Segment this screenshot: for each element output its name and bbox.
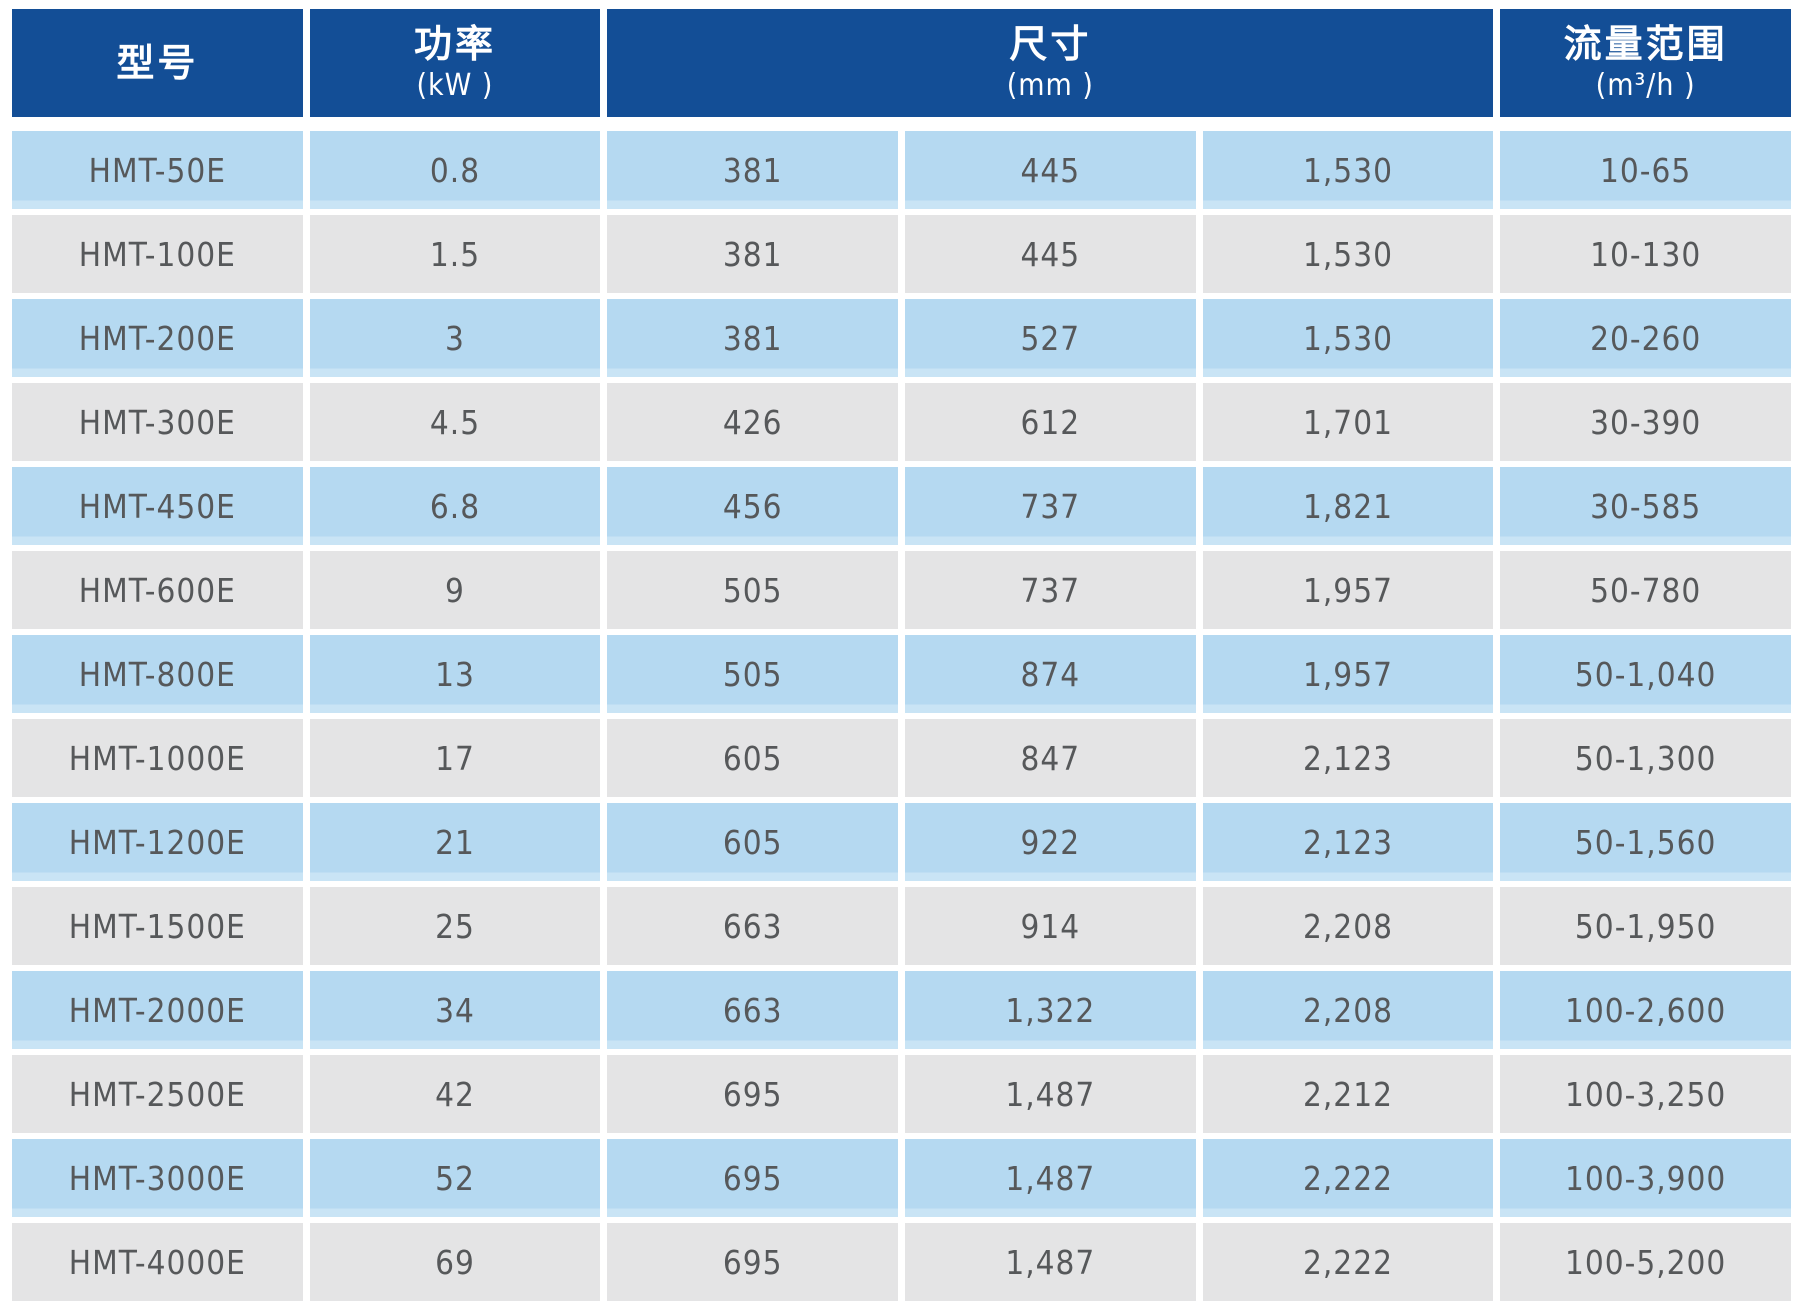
power-cell: 69 [309,1223,601,1301]
dim-width-cell: 695 [607,1055,898,1133]
power-cell: 42 [309,1055,601,1133]
model-cell: HMT-4000E [12,1223,303,1301]
dim-width-cell: 605 [607,719,898,797]
model-cell: HMT-600E [12,551,303,629]
header-flow-range-label: 流量范围 [1563,22,1728,67]
power-cell: 17 [309,719,601,797]
dim-height-cell: 1,530 [1202,299,1494,377]
power-cell: 6.8 [309,467,601,545]
dim-height-cell: 1,957 [1202,635,1494,713]
dim-depth-cell: 1,487 [904,1055,1196,1133]
dim-depth-cell: 922 [904,803,1196,881]
power-cell: 4.5 [309,383,601,461]
flow-range-cell: 20-260 [1500,299,1791,377]
model-cell: HMT-450E [12,467,303,545]
table-header-row: 型号 功率 (kW ) 尺寸 (mm ) 流量范围 (m³/h ) [12,9,1791,117]
dim-height-cell: 2,123 [1202,719,1494,797]
header-model-label: 型号 [116,40,199,85]
product-spec-table: 型号 功率 (kW ) 尺寸 (mm ) 流量范围 (m³/h ) HMT-50… [12,9,1791,1301]
dim-depth-cell: 737 [904,551,1196,629]
flow-range-cell: 30-390 [1500,383,1791,461]
flow-range-cell: 30-585 [1500,467,1791,545]
flow-range-cell: 100-2,600 [1500,971,1791,1049]
dim-height-cell: 2,222 [1202,1223,1494,1301]
dim-width-cell: 695 [607,1223,898,1301]
model-cell: HMT-2500E [12,1055,303,1133]
model-cell: HMT-100E [12,215,303,293]
dim-width-cell: 663 [607,887,898,965]
dim-height-cell: 2,123 [1202,803,1494,881]
header-dimensions-unit: (mm ) [1006,67,1094,103]
flow-range-cell: 100-3,900 [1500,1139,1791,1217]
power-cell: 13 [309,635,601,713]
dim-width-cell: 505 [607,551,898,629]
dim-height-cell: 2,208 [1202,971,1494,1049]
flow-range-cell: 10-130 [1500,215,1791,293]
flow-range-cell: 50-1,560 [1500,803,1791,881]
model-cell: HMT-2000E [12,971,303,1049]
dim-height-cell: 2,208 [1202,887,1494,965]
model-cell: HMT-300E [12,383,303,461]
power-cell: 21 [309,803,601,881]
header-model: 型号 [12,9,303,117]
flow-range-cell: 50-780 [1500,551,1791,629]
dim-width-cell: 663 [607,971,898,1049]
dim-height-cell: 1,821 [1202,467,1494,545]
header-dimensions-label: 尺寸 [1009,22,1092,67]
flow-range-cell: 100-5,200 [1500,1223,1791,1301]
table-body: HMT-50E 0.8 381 445 1,530 10-65 HMT-100E… [12,131,1791,1301]
power-cell: 0.8 [309,131,601,209]
dim-width-cell: 456 [607,467,898,545]
header-power-label: 功率 [413,22,496,67]
dim-depth-cell: 737 [904,467,1196,545]
model-cell: HMT-50E [12,131,303,209]
power-cell: 34 [309,971,601,1049]
header-flow-range-unit: (m³/h ) [1595,67,1696,103]
flow-range-cell: 50-1,300 [1500,719,1791,797]
dim-width-cell: 381 [607,299,898,377]
flow-range-cell: 100-3,250 [1500,1055,1791,1133]
power-cell: 3 [309,299,601,377]
model-cell: HMT-3000E [12,1139,303,1217]
dim-depth-cell: 1,487 [904,1223,1196,1301]
model-cell: HMT-800E [12,635,303,713]
flow-range-cell: 50-1,950 [1500,887,1791,965]
dim-width-cell: 426 [607,383,898,461]
header-power-unit: (kW ) [416,67,494,103]
model-cell: HMT-1200E [12,803,303,881]
model-cell: HMT-1000E [12,719,303,797]
dim-height-cell: 1,701 [1202,383,1494,461]
dim-depth-cell: 527 [904,299,1196,377]
power-cell: 25 [309,887,601,965]
model-cell: HMT-200E [12,299,303,377]
header-power: 功率 (kW ) [309,9,601,117]
flow-range-cell: 50-1,040 [1500,635,1791,713]
header-dimensions: 尺寸 (mm ) [607,9,1494,117]
dim-width-cell: 695 [607,1139,898,1217]
power-cell: 9 [309,551,601,629]
header-flow-range: 流量范围 (m³/h ) [1500,9,1791,117]
power-cell: 1.5 [309,215,601,293]
dim-depth-cell: 445 [904,131,1196,209]
dim-width-cell: 505 [607,635,898,713]
dim-height-cell: 1,530 [1202,131,1494,209]
dim-width-cell: 381 [607,215,898,293]
dim-width-cell: 605 [607,803,898,881]
dim-height-cell: 2,222 [1202,1139,1494,1217]
dim-depth-cell: 445 [904,215,1196,293]
dim-depth-cell: 1,487 [904,1139,1196,1217]
dim-depth-cell: 874 [904,635,1196,713]
flow-range-cell: 10-65 [1500,131,1791,209]
model-cell: HMT-1500E [12,887,303,965]
dim-depth-cell: 847 [904,719,1196,797]
power-cell: 52 [309,1139,601,1217]
dim-height-cell: 2,212 [1202,1055,1494,1133]
dim-depth-cell: 1,322 [904,971,1196,1049]
dim-depth-cell: 612 [904,383,1196,461]
dim-width-cell: 381 [607,131,898,209]
dim-depth-cell: 914 [904,887,1196,965]
dim-height-cell: 1,530 [1202,215,1494,293]
dim-height-cell: 1,957 [1202,551,1494,629]
